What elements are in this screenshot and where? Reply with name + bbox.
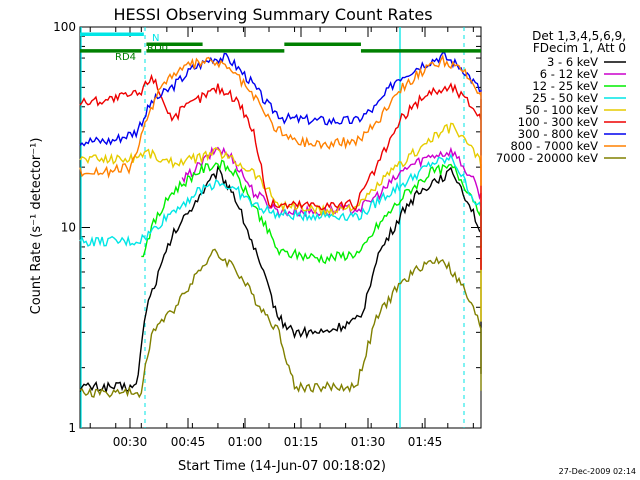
x-tick-label: 00:30: [113, 435, 148, 449]
legend: Det 1,3,4,5,6,9,FDecim 1, Att 03 - 6 keV…: [496, 29, 626, 165]
legend-entry-label: 100 - 300 keV: [518, 115, 598, 129]
series-line: [79, 73, 482, 270]
series-line: [141, 159, 482, 265]
legend-entry-label: 6 - 12 keV: [540, 67, 598, 81]
x-tick-label: 01:00: [228, 435, 263, 449]
legend-entry-label: 300 - 800 keV: [518, 127, 598, 141]
chart-title: HESSI Observing Summary Count Rates: [113, 5, 432, 24]
legend-entry-label: 25 - 50 keV: [532, 91, 598, 105]
series-line: [79, 122, 482, 322]
legend-entry-label: 7000 - 20000 keV: [496, 151, 598, 165]
y-tick-label: 100: [53, 20, 76, 34]
x-tick-label: 00:45: [171, 435, 206, 449]
x-tick-label: 01:45: [408, 435, 443, 449]
plot-frame: [79, 26, 482, 429]
overlay-label: RD4: [115, 52, 136, 63]
x-tick-label: 01:15: [284, 435, 319, 449]
y-tick-label: 1: [68, 421, 76, 435]
series-line: [79, 248, 482, 399]
legend-entry-label: 3 - 6 keV: [547, 55, 598, 69]
legend-entry-label: 800 - 7000 keV: [510, 139, 598, 153]
y-axis-label: Count Rate (s⁻¹ detector⁻¹): [29, 138, 44, 315]
series-line: [79, 153, 482, 247]
legend-entry-label: 50 - 100 keV: [525, 103, 598, 117]
series-line: [79, 53, 482, 186]
legend-title: Det 1,3,4,5,6,9,: [532, 29, 626, 43]
y-tick-label: 10: [61, 221, 76, 235]
x-axis-label: Start Time (14-Jun-07 00:18:02): [178, 459, 386, 474]
x-tick-label: 01:30: [351, 435, 386, 449]
overlay-label: N: [152, 33, 159, 44]
series-line: [79, 165, 482, 393]
plot-area: 1 10 100 00:30 00:45 01:00 01:15 01:30 01:45 NRD0…: [53, 20, 482, 449]
legend-entry-label: 12 - 25 keV: [532, 79, 598, 93]
overlay-label: RD0: [147, 43, 168, 54]
footer-date: 27-Dec-2009 02:14: [559, 467, 636, 476]
legend-title: FDecim 1, Att 0: [533, 41, 626, 55]
